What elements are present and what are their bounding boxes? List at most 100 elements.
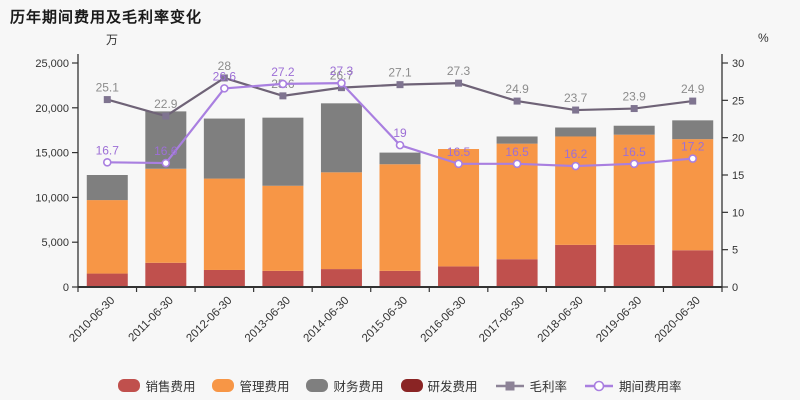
marker-circle-期间费用率 (454, 159, 463, 169)
x-axis-category-label: 2017-06-30 (477, 295, 527, 345)
data-label-毛利率: 24.9 (681, 82, 705, 96)
bar-segment-财务费用 (262, 117, 304, 186)
bar-segment-管理费用 (438, 149, 480, 267)
data-label-期间费用率: 19 (393, 126, 407, 140)
marker-square-毛利率 (220, 74, 228, 82)
x-axis-category-label: 2016-06-30 (419, 295, 469, 345)
data-label-毛利率: 24.9 (505, 82, 529, 96)
legend-label: 毛利率 (529, 380, 568, 394)
legend-item-管理费用[interactable]: 管理费用 (212, 376, 289, 395)
legend-item-毛利率[interactable]: 毛利率 (495, 376, 568, 395)
bar-segment-管理费用 (613, 134, 655, 245)
legend-label: 期间费用率 (619, 380, 682, 394)
legend-item-销售费用[interactable]: 销售费用 (118, 376, 195, 395)
data-label-毛利率: 27.1 (388, 66, 412, 80)
marker-square-毛利率 (103, 96, 111, 104)
legend-item-财务费用[interactable]: 财务费用 (306, 376, 384, 395)
marker-square-毛利率 (572, 106, 580, 114)
marker-square-毛利率 (513, 97, 521, 105)
left-axis-tick-label: 5,000 (41, 237, 69, 249)
marker-circle-期间费用率 (571, 161, 580, 171)
marker-circle-期间费用率 (337, 78, 346, 88)
marker-circle-期间费用率 (278, 79, 288, 89)
right-axis-tick-label: 25 (732, 95, 744, 107)
bar-segment-销售费用 (262, 270, 304, 287)
bar-segment-销售费用 (203, 269, 245, 287)
bar-segment-销售费用 (496, 259, 538, 287)
legend-item-期间费用率[interactable]: 期间费用率 (584, 376, 682, 395)
bar-segment-管理费用 (86, 200, 128, 274)
data-label-毛利率: 27.3 (447, 64, 471, 78)
bar-segment-财务费用 (379, 152, 421, 165)
right-axis-tick-label: 5 (732, 245, 738, 257)
x-axis-category-label: 2012-06-30 (184, 295, 234, 345)
bar-segment-销售费用 (145, 262, 187, 287)
marker-square-毛利率 (396, 81, 404, 89)
marker-square-毛利率 (162, 112, 170, 120)
marker-circle-期间费用率 (161, 158, 171, 168)
x-axis-category-label: 2019-06-30 (594, 295, 644, 345)
x-axis-category-label: 2011-06-30 (126, 295, 175, 344)
bar-segment-管理费用 (320, 172, 362, 270)
bar-segment-管理费用 (379, 164, 421, 271)
data-label-期间费用率: 16.5 (623, 145, 647, 159)
data-label-期间费用率: 16.5 (447, 145, 471, 159)
data-label-期间费用率: 27.2 (271, 65, 295, 79)
legend-swatch-icon (400, 379, 423, 392)
x-axis-category-label: 2014-06-30 (301, 295, 351, 345)
bar-segment-销售费用 (320, 269, 362, 287)
marker-square-毛利率 (337, 84, 345, 92)
marker-circle-期间费用率 (629, 159, 639, 169)
data-label-期间费用率: 16.6 (154, 144, 178, 158)
bar-segment-财务费用 (672, 120, 714, 140)
legend-line-square-icon (495, 381, 524, 390)
marker-square-毛利率 (279, 92, 287, 100)
bar-segment-销售费用 (613, 244, 655, 287)
left-axis-tick-label: 25,000 (35, 58, 69, 70)
marker-circle-期间费用率 (395, 140, 405, 150)
left-axis-tick-label: 15,000 (35, 148, 69, 160)
marker-square-毛利率 (689, 97, 697, 105)
legend-label: 销售费用 (145, 380, 196, 394)
marker-circle-期间费用率 (688, 154, 698, 163)
left-axis-unit-label: 万 (106, 33, 119, 47)
data-label-期间费用率: 27.3 (330, 64, 354, 78)
right-axis-tick-label: 20 (732, 133, 744, 145)
marker-circle-期间费用率 (102, 158, 112, 167)
legend-label: 财务费用 (333, 380, 384, 394)
data-label-毛利率: 23.9 (623, 90, 647, 104)
chart-title: 历年期间费用及毛利率变化 (10, 9, 203, 26)
data-label-毛利率: 28 (218, 59, 232, 73)
data-label-期间费用率: 16.7 (96, 143, 120, 157)
x-axis-category-label: 2013-06-30 (243, 295, 293, 345)
x-axis-category-label: 2015-06-30 (360, 295, 410, 345)
bar-segment-销售费用 (86, 273, 128, 287)
right-axis-tick-label: 30 (732, 58, 744, 70)
legend-item-研发费用[interactable]: 研发费用 (400, 376, 478, 395)
bar-segment-财务费用 (86, 175, 128, 201)
left-axis-tick-label: 10,000 (35, 192, 69, 204)
x-axis-category-label: 2018-06-30 (536, 295, 586, 345)
bar-segment-财务费用 (555, 127, 597, 137)
bar-segment-财务费用 (203, 118, 245, 179)
data-label-期间费用率: 26.6 (213, 69, 237, 83)
right-axis-unit-label: % (758, 31, 769, 45)
bar-segment-销售费用 (672, 250, 714, 287)
x-axis-category-label: 2010-06-30 (67, 295, 117, 345)
legend-swatch-icon (118, 379, 141, 392)
data-label-毛利率: 23.7 (564, 91, 588, 105)
data-label-期间费用率: 16.5 (505, 145, 529, 159)
marker-circle-期间费用率 (220, 84, 229, 93)
legend-swatch-icon (212, 379, 235, 392)
chart-legend: 销售费用 管理费用 财务费用 研发费用 毛利率 期间费用率 (0, 376, 800, 395)
data-label-期间费用率: 16.2 (564, 147, 588, 161)
legend-label: 管理费用 (239, 380, 290, 394)
left-axis-tick-label: 0 (63, 282, 69, 294)
bar-segment-管理费用 (203, 178, 245, 270)
left-axis-tick-label: 20,000 (35, 103, 69, 115)
data-label-期间费用率: 17.2 (681, 140, 705, 154)
data-label-毛利率: 22.9 (154, 97, 178, 111)
bar-segment-财务费用 (320, 103, 362, 173)
